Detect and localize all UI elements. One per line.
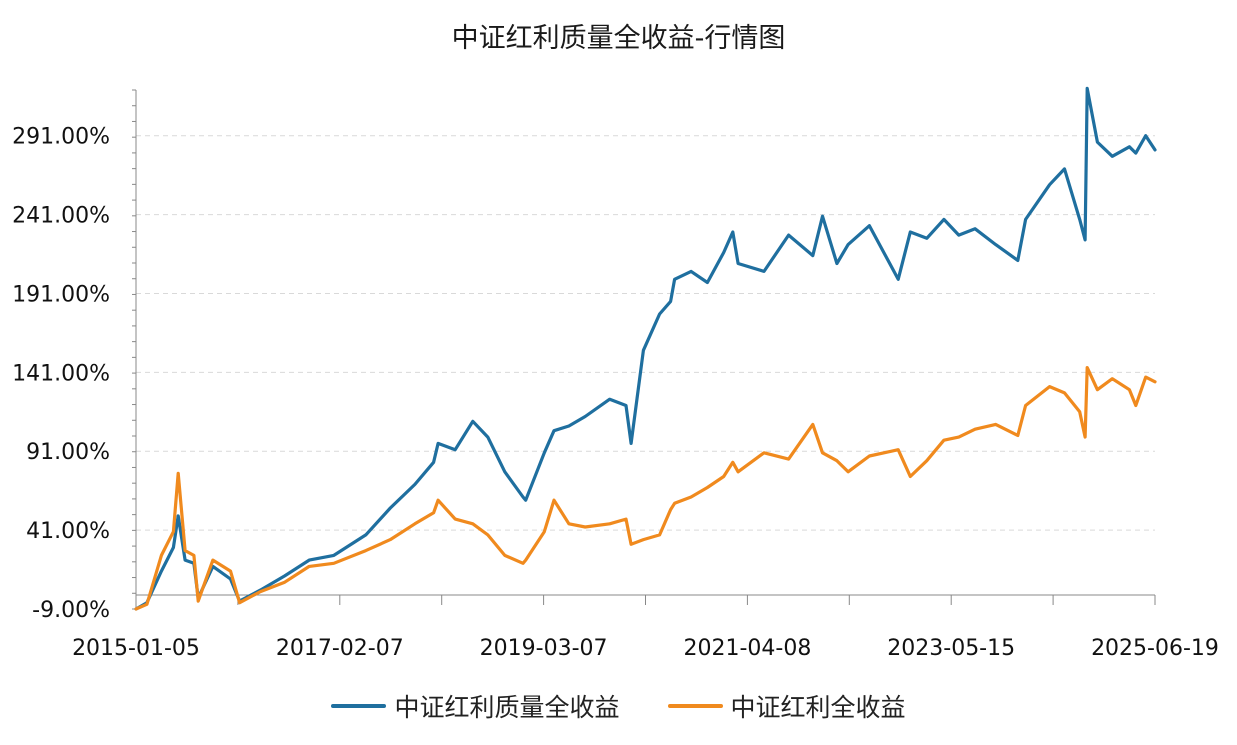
y-tick-label: 191.00% bbox=[12, 282, 110, 307]
series-line-2 bbox=[134, 366, 1157, 611]
x-axis-ticks: 2015-01-05 2017-02-07 2019-03-07 2021-04-08… bbox=[72, 636, 1219, 661]
y-axis-ticks: -9.00% 41.00% 91.00% 141.00% 191.00% 241.00% 2… bbox=[12, 125, 110, 623]
series-line-1 bbox=[134, 86, 1157, 611]
x-tick-label: 2025-06-19 bbox=[1091, 636, 1219, 661]
chart-title: 中证红利质量全收益-行情图 bbox=[451, 23, 786, 54]
x-tick-label: 2017-02-07 bbox=[276, 636, 404, 661]
legend: 中证红利质量全收益 中证红利全收益 bbox=[0, 688, 1237, 724]
x-tick-label: 2021-04-08 bbox=[683, 636, 811, 661]
y-tick-label: 91.00% bbox=[26, 440, 110, 465]
y-tick-label: 291.00% bbox=[12, 125, 110, 150]
y-tick-label: 141.00% bbox=[12, 361, 110, 386]
y-tick-label: -9.00% bbox=[32, 598, 110, 623]
legend-swatch-series-2 bbox=[667, 704, 723, 708]
legend-item-series-2: 中证红利全收益 bbox=[667, 688, 906, 724]
y-tick-label: 41.00% bbox=[26, 519, 110, 544]
x-tick-label: 2015-01-05 bbox=[72, 636, 200, 661]
x-tick-label: 2023-05-15 bbox=[887, 636, 1015, 661]
x-tick-label: 2019-03-07 bbox=[480, 636, 608, 661]
series-lines bbox=[134, 86, 1157, 611]
legend-label-series-1: 中证红利质量全收益 bbox=[394, 693, 620, 722]
legend-item-series-1: 中证红利质量全收益 bbox=[331, 688, 620, 724]
axes bbox=[132, 89, 1156, 610]
y-tick-label: 241.00% bbox=[12, 204, 110, 229]
legend-label-series-2: 中证红利全收益 bbox=[730, 693, 906, 722]
grid-lines bbox=[136, 135, 1155, 531]
legend-swatch-series-1 bbox=[331, 704, 387, 708]
